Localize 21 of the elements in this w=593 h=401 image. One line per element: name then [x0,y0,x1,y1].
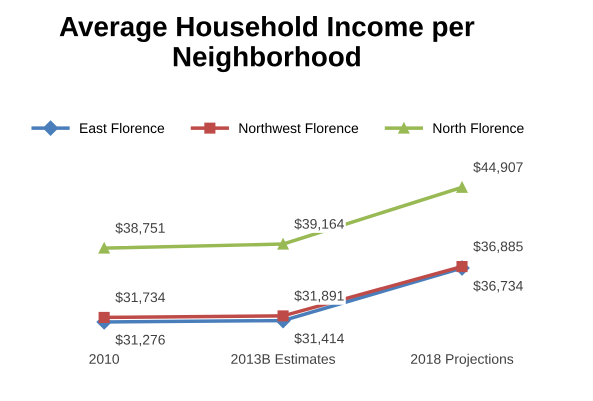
x-tick-label: 2010 [89,354,120,364]
data-label: $31,891 [294,290,344,302]
data-label: $39,164 [294,218,344,230]
data-label: $36,734 [473,280,523,292]
data-label: $44,907 [473,162,523,174]
point [98,312,110,323]
data-label: $31,734 [115,292,166,304]
data-label: $31,276 [115,334,165,346]
legend-label: East Florence [80,122,164,134]
data-label: $36,885 [473,240,523,253]
point [98,242,110,254]
x-tick-label: 2018 Projections [410,354,514,367]
point [278,238,289,250]
data-label: $31,414 [294,332,344,345]
data-label: $38,751 [115,222,165,235]
point [278,310,289,322]
legend-label: Northwest Florence [239,122,358,134]
point [456,182,468,193]
legend-label: North Florence [433,122,524,134]
x-tick-label: 2013B Estimates [231,354,336,364]
chart-title: Average Household Income per Neighborhood [60,16,474,72]
